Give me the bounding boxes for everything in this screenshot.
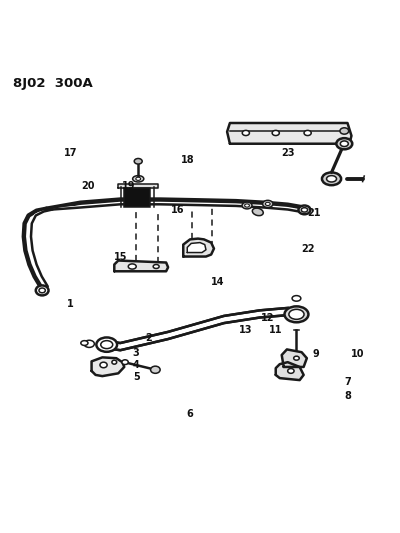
Text: 14: 14 [211,278,225,287]
Text: 19: 19 [122,181,135,191]
Ellipse shape [122,360,128,365]
Ellipse shape [292,296,301,301]
Text: 22: 22 [301,244,314,254]
Polygon shape [187,243,206,253]
Ellipse shape [288,368,294,373]
Ellipse shape [272,131,279,135]
Text: 15: 15 [114,252,127,262]
Text: 17: 17 [64,148,77,158]
Ellipse shape [84,340,94,348]
Polygon shape [276,362,304,380]
Ellipse shape [340,128,349,134]
Text: 23: 23 [281,148,294,158]
Polygon shape [282,350,307,367]
Text: 20: 20 [81,181,94,191]
Ellipse shape [112,360,117,364]
Polygon shape [92,358,124,376]
Ellipse shape [36,286,48,295]
Ellipse shape [245,204,250,207]
Polygon shape [227,123,352,144]
Polygon shape [114,261,168,271]
Ellipse shape [128,264,136,269]
Ellipse shape [326,175,336,182]
Ellipse shape [96,337,117,352]
Ellipse shape [242,202,252,209]
Text: 8: 8 [344,391,351,401]
Ellipse shape [262,200,273,207]
Ellipse shape [242,131,250,135]
Text: 4: 4 [133,360,140,370]
Ellipse shape [81,341,88,345]
Text: 7: 7 [344,377,351,387]
Text: 1: 1 [67,300,74,309]
Ellipse shape [100,362,107,368]
Ellipse shape [133,175,144,182]
Text: 2: 2 [145,333,152,343]
Ellipse shape [298,206,310,214]
Ellipse shape [136,177,141,180]
Polygon shape [118,183,158,188]
Ellipse shape [284,306,308,322]
Ellipse shape [252,208,263,216]
Ellipse shape [134,158,142,164]
Text: 8J02  300A: 8J02 300A [13,77,92,90]
Ellipse shape [322,173,341,185]
Bar [124,188,150,207]
Ellipse shape [39,288,45,293]
Text: 3: 3 [133,349,140,358]
Ellipse shape [265,203,270,206]
Ellipse shape [301,208,308,212]
Ellipse shape [153,264,159,269]
Ellipse shape [294,356,299,360]
Ellipse shape [336,138,352,149]
Polygon shape [183,239,214,256]
Ellipse shape [340,141,348,147]
Text: 10: 10 [351,349,364,359]
Text: 18: 18 [181,155,195,165]
Text: 16: 16 [171,205,185,215]
Text: 5: 5 [133,373,140,382]
Ellipse shape [150,366,160,373]
Text: 9: 9 [312,349,319,359]
Text: 11: 11 [269,325,282,335]
Ellipse shape [304,131,311,135]
Text: 6: 6 [187,409,194,419]
Text: 12: 12 [261,313,274,324]
Ellipse shape [101,341,113,349]
Text: 13: 13 [239,325,252,335]
Text: 21: 21 [307,208,320,217]
Ellipse shape [289,309,304,319]
